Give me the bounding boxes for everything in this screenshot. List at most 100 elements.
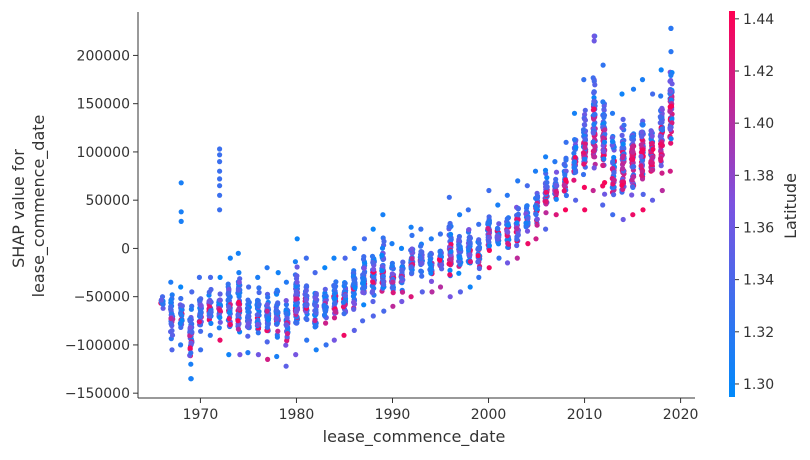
data-point xyxy=(217,337,223,343)
data-point xyxy=(658,141,664,147)
x-tick-label: 2020 xyxy=(663,407,699,423)
data-point xyxy=(409,270,415,276)
data-point xyxy=(486,187,492,194)
y-tick-label: 50000 xyxy=(85,193,130,209)
data-point xyxy=(274,287,280,293)
data-point xyxy=(216,325,222,331)
data-point xyxy=(351,299,357,305)
data-point xyxy=(398,245,405,251)
data-point xyxy=(467,284,473,290)
data-point xyxy=(408,264,414,270)
data-point xyxy=(630,86,637,92)
data-point xyxy=(505,240,511,246)
data-point xyxy=(428,278,435,284)
data-point xyxy=(361,302,367,308)
data-point xyxy=(408,224,414,230)
data-point xyxy=(619,91,625,97)
data-point xyxy=(429,289,435,295)
data-point xyxy=(225,290,231,296)
data-point xyxy=(514,255,520,261)
data-point xyxy=(591,98,598,104)
data-point-outlier xyxy=(188,376,194,382)
data-point xyxy=(246,284,252,290)
data-point xyxy=(590,130,597,136)
data-point xyxy=(217,297,223,303)
data-point xyxy=(256,301,262,307)
data-point xyxy=(515,232,521,238)
data-point xyxy=(198,302,204,309)
data-point xyxy=(321,302,327,309)
data-point xyxy=(657,114,663,120)
data-point xyxy=(571,177,577,183)
data-point xyxy=(466,234,472,240)
data-point xyxy=(446,194,452,200)
data-point xyxy=(236,270,242,276)
data-point xyxy=(332,299,338,305)
data-point xyxy=(439,262,445,268)
data-point xyxy=(275,328,281,334)
data-point xyxy=(188,340,194,346)
data-point xyxy=(283,322,289,328)
data-point xyxy=(225,297,231,303)
data-point xyxy=(256,285,262,291)
data-point xyxy=(235,312,241,318)
data-point xyxy=(631,174,637,180)
data-point xyxy=(446,257,453,263)
data-point xyxy=(640,191,646,197)
data-point xyxy=(381,308,387,314)
data-point xyxy=(360,289,366,295)
data-point xyxy=(294,307,300,313)
data-point xyxy=(667,168,673,174)
data-point xyxy=(590,187,596,194)
data-point xyxy=(561,182,567,188)
data-point xyxy=(591,90,597,96)
data-point xyxy=(505,222,511,228)
data-point xyxy=(571,150,577,156)
data-point xyxy=(553,196,559,202)
data-point xyxy=(399,298,405,305)
data-point xyxy=(293,352,299,358)
data-point xyxy=(504,192,510,198)
data-point xyxy=(514,226,520,232)
data-point xyxy=(650,91,656,97)
data-point xyxy=(514,220,520,226)
data-point xyxy=(370,313,376,319)
data-point xyxy=(553,182,559,188)
data-point xyxy=(245,321,251,327)
data-point xyxy=(533,236,539,242)
data-point xyxy=(523,220,529,226)
data-point xyxy=(331,315,338,321)
data-point xyxy=(600,62,606,68)
data-point xyxy=(582,107,588,113)
data-point xyxy=(581,77,587,83)
data-point xyxy=(217,291,223,297)
data-point xyxy=(476,265,482,272)
data-point xyxy=(476,274,482,280)
data-point xyxy=(630,134,636,140)
data-point xyxy=(428,270,434,276)
data-point xyxy=(543,198,549,205)
data-point xyxy=(524,203,530,209)
data-point xyxy=(313,347,319,353)
data-point xyxy=(226,352,232,358)
data-point xyxy=(179,303,185,309)
data-point xyxy=(409,232,415,238)
data-point xyxy=(196,274,202,280)
data-point xyxy=(620,216,626,223)
data-point xyxy=(467,241,473,247)
data-point xyxy=(571,164,577,171)
data-point xyxy=(437,231,443,237)
data-point xyxy=(581,184,588,190)
data-point-outlier xyxy=(217,146,223,152)
data-point xyxy=(638,163,644,169)
data-point xyxy=(659,119,665,125)
data-point xyxy=(601,156,607,162)
data-point xyxy=(600,135,606,141)
x-tick-label: 1990 xyxy=(375,407,411,423)
data-point xyxy=(360,280,366,286)
data-point xyxy=(610,165,616,172)
y-tick-label: −100000 xyxy=(65,338,130,354)
data-point xyxy=(189,329,195,335)
data-point xyxy=(543,226,549,232)
data-point xyxy=(380,264,386,270)
